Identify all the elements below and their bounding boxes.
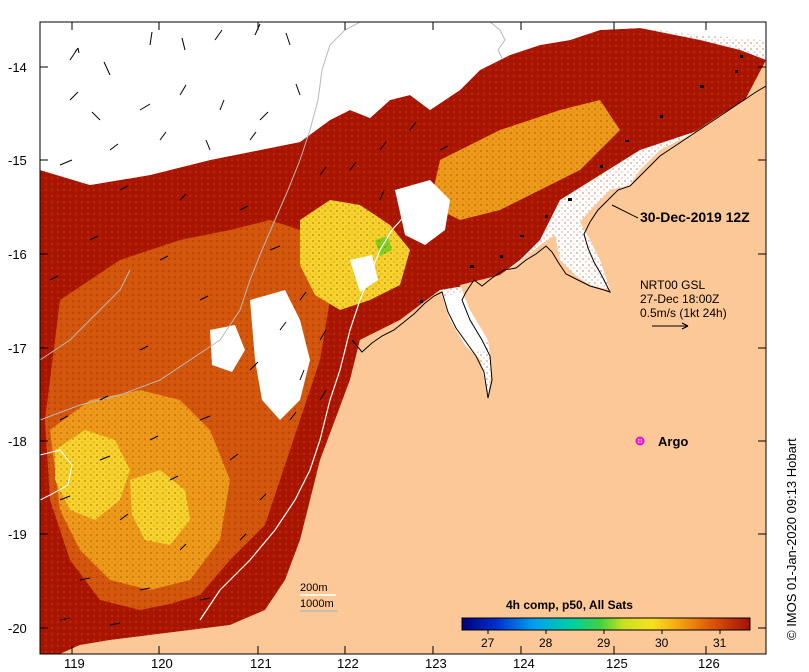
credit-text: © IMOS 01-Jan-2020 09:13 Hobart: [784, 438, 799, 640]
contour-1000m-north: [489, 22, 506, 59]
y-tick-label: -17: [8, 341, 27, 356]
x-tick-label: 123: [425, 656, 447, 671]
colorbar-ticks: [487, 630, 721, 634]
coastline: [351, 85, 766, 399]
current-vectors: [49, 23, 449, 626]
contour-legend-200m: 200m: [300, 582, 328, 594]
date-label: 30-Dec-2019 12Z: [640, 209, 750, 225]
date-label-pointer: [611, 204, 639, 219]
x-axis: [71, 22, 707, 654]
argo-label: Argo: [658, 434, 688, 449]
y-axis: [40, 66, 766, 629]
colorbar-tick-label: 28: [539, 636, 553, 650]
y-tick-label: -18: [8, 434, 27, 449]
wind-source-label: NRT00 GSL: [640, 278, 705, 292]
argo-float-marker[interactable]: [635, 436, 645, 446]
x-tick-label: 119: [64, 656, 85, 671]
contour-legend-1000m: 1000m: [300, 598, 334, 610]
x-tick-label: 120: [151, 656, 173, 671]
land-mass: [60, 60, 766, 654]
contour-200m-west: [40, 449, 73, 501]
y-tick-label: -16: [8, 247, 27, 262]
colorbar-tick-label: 29: [597, 636, 611, 650]
x-tick-label: 125: [606, 656, 628, 671]
colorbar-title: 4h comp, p50, All Sats: [506, 598, 633, 612]
x-tick-label: 122: [337, 656, 359, 671]
x-tick-label: 126: [698, 656, 720, 671]
y-tick-label: -19: [8, 527, 27, 542]
y-tick-label: -15: [8, 153, 27, 168]
y-tick-label: -20: [8, 621, 27, 636]
map-frame-border: [39, 21, 767, 655]
contour-200m: [199, 209, 411, 621]
colorbar-tick-label: 27: [481, 636, 495, 650]
y-tick-label: -14: [8, 60, 27, 75]
x-tick-label: 124: [513, 656, 535, 671]
wind-time-label: 27-Dec 18:00Z: [640, 292, 719, 306]
scale-arrow: [652, 322, 689, 330]
colorbar-tick-label: 30: [655, 636, 669, 650]
colorbar: [461, 617, 751, 631]
contour-1000m: [40, 22, 361, 421]
islands: [420, 55, 743, 303]
colorbar-tick-label: 31: [713, 636, 727, 650]
contour-1000m-west: [40, 269, 131, 361]
x-tick-label: 121: [250, 656, 272, 671]
wind-scale-label: 0.5m/s (1kt 24h): [640, 306, 727, 320]
